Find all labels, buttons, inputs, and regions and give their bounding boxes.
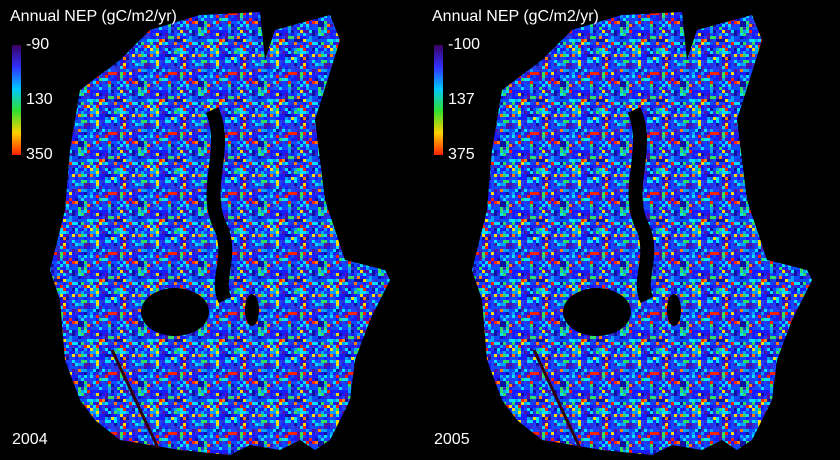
colorbar — [434, 45, 443, 155]
panel-title: Annual NEP (gC/m2/yr) — [10, 8, 177, 25]
lake — [563, 288, 631, 336]
colorbar — [12, 45, 21, 155]
colorbar-tick-label: 137 — [448, 91, 475, 108]
colorbar-tick-label: 375 — [448, 146, 475, 163]
panel-title: Annual NEP (gC/m2/yr) — [432, 8, 599, 25]
colorbar-tick-label: -90 — [26, 36, 49, 53]
colorbar-tick-label: 130 — [26, 91, 53, 108]
colorbar-tick-label: 350 — [26, 146, 53, 163]
colorbar-tick-label: -100 — [448, 36, 480, 53]
lake — [667, 294, 681, 326]
year-label: 2005 — [434, 431, 470, 448]
map-figure: Annual NEP (gC/m2/yr) -90 130 350 2004 Annual… — [0, 0, 840, 460]
lake — [141, 288, 209, 336]
lake — [245, 294, 259, 326]
year-label: 2004 — [12, 431, 48, 448]
page: {"panels": [ {"title": "Annual NEP (gC/m… — [0, 0, 840, 460]
